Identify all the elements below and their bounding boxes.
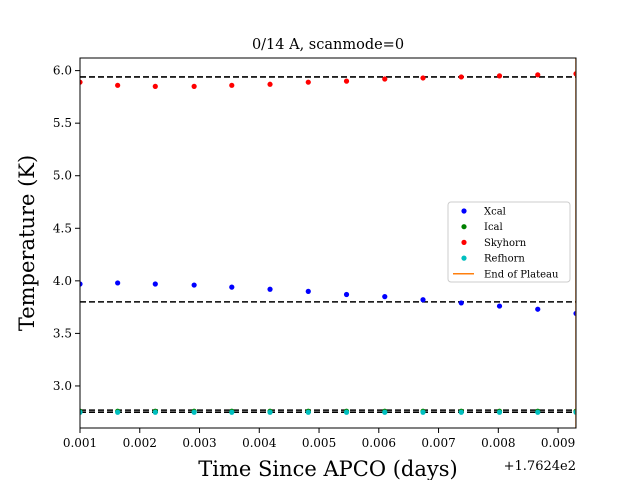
point-xcal-6: [305, 288, 311, 294]
point-xcal-7: [343, 291, 350, 298]
legend: Xcal Ical Skyhorn Refhorn End of Plateau: [447, 201, 571, 283]
y-tick-label-4: 5.0: [53, 169, 72, 183]
chart-title: 0/14 A, scanmode=0: [252, 37, 404, 53]
legend-marker-3: [461, 255, 467, 261]
y-tick-label-6: 6.0: [53, 64, 72, 78]
y-tick-label-0: 3.0: [53, 379, 72, 393]
point-refhorn-11: [496, 409, 503, 415]
x-tick-label-5: 0.006: [362, 436, 396, 450]
x-tick-label-4: 0.005: [302, 436, 336, 450]
x-tick-label-6: 0.007: [421, 436, 455, 450]
point-xcal-0: [80, 281, 83, 287]
point-xcal-5: [267, 286, 273, 292]
point-refhorn-5: [267, 409, 273, 415]
point-xcal-2: [152, 281, 158, 287]
point-skyhorn-11: [496, 73, 503, 79]
point-refhorn-9: [420, 409, 426, 415]
point-refhorn-2: [152, 409, 158, 415]
point-skyhorn-10: [458, 74, 464, 80]
plot-frame: [79, 57, 577, 429]
point-refhorn-1: [115, 409, 121, 415]
legend-frame: [447, 201, 571, 283]
point-refhorn-12: [535, 409, 541, 415]
point-skyhorn-2: [152, 83, 158, 89]
point-skyhorn-1: [115, 82, 121, 88]
point-skyhorn-5: [267, 81, 273, 87]
point-xcal-8: [382, 294, 388, 300]
point-skyhorn-4: [229, 82, 235, 88]
legend-marker-0: [461, 208, 467, 214]
legend-marker-2: [461, 239, 467, 245]
x-tick-label-7: 0.008: [481, 436, 515, 450]
point-refhorn-0: [80, 409, 83, 415]
point-skyhorn-12: [535, 72, 541, 78]
x-tick-label-2: 0.003: [182, 436, 216, 450]
x-offset-label: +1.7624e2: [504, 459, 576, 474]
x-tick-label-8: 0.009: [541, 436, 575, 450]
x-tick-label-0: 0.001: [63, 436, 97, 450]
point-refhorn-3: [191, 409, 197, 415]
point-refhorn-4: [229, 409, 235, 415]
legend-label-1: Ical: [484, 222, 503, 233]
legend-marker-1: [461, 224, 467, 230]
y-tick-label-1: 3.5: [53, 326, 72, 340]
x-tick-label-3: 0.004: [242, 436, 277, 450]
point-refhorn-8: [382, 409, 388, 415]
x-axis-label: Time Since APCO (days): [198, 457, 457, 480]
point-xcal-4: [229, 284, 235, 290]
point-xcal-10: [458, 300, 464, 306]
y-axis-label: Temperature (K): [15, 155, 39, 331]
point-skyhorn-7: [343, 78, 350, 84]
point-xcal-1: [115, 280, 121, 286]
point-skyhorn-6: [305, 79, 311, 85]
point-skyhorn-8: [382, 76, 388, 82]
point-skyhorn-9: [420, 75, 426, 81]
legend-label-4: End of Plateau: [484, 269, 559, 280]
axes-group: 0.001 0.002 0.003 0.004 0.005 0.006 0.007 0.008…: [53, 57, 577, 450]
point-xcal-12: [535, 306, 541, 312]
data-marks-group: [80, 58, 576, 428]
legend-label-0: Xcal: [484, 207, 506, 218]
point-refhorn-10: [458, 409, 464, 415]
point-refhorn-7: [343, 409, 350, 415]
y-tick-label-3: 4.5: [53, 221, 72, 235]
point-skyhorn-3: [191, 83, 197, 89]
point-xcal-11: [496, 303, 503, 309]
point-xcal-3: [191, 282, 197, 288]
y-tick-label-5: 5.5: [53, 116, 72, 130]
x-tick-label-1: 0.002: [123, 436, 157, 450]
point-refhorn-6: [305, 409, 311, 415]
legend-label-2: Skyhorn: [484, 238, 527, 249]
legend-label-3: Refhorn: [484, 254, 525, 265]
point-skyhorn-0: [80, 79, 83, 85]
point-xcal-9: [420, 297, 426, 303]
y-tick-label-2: 4.0: [53, 274, 72, 288]
